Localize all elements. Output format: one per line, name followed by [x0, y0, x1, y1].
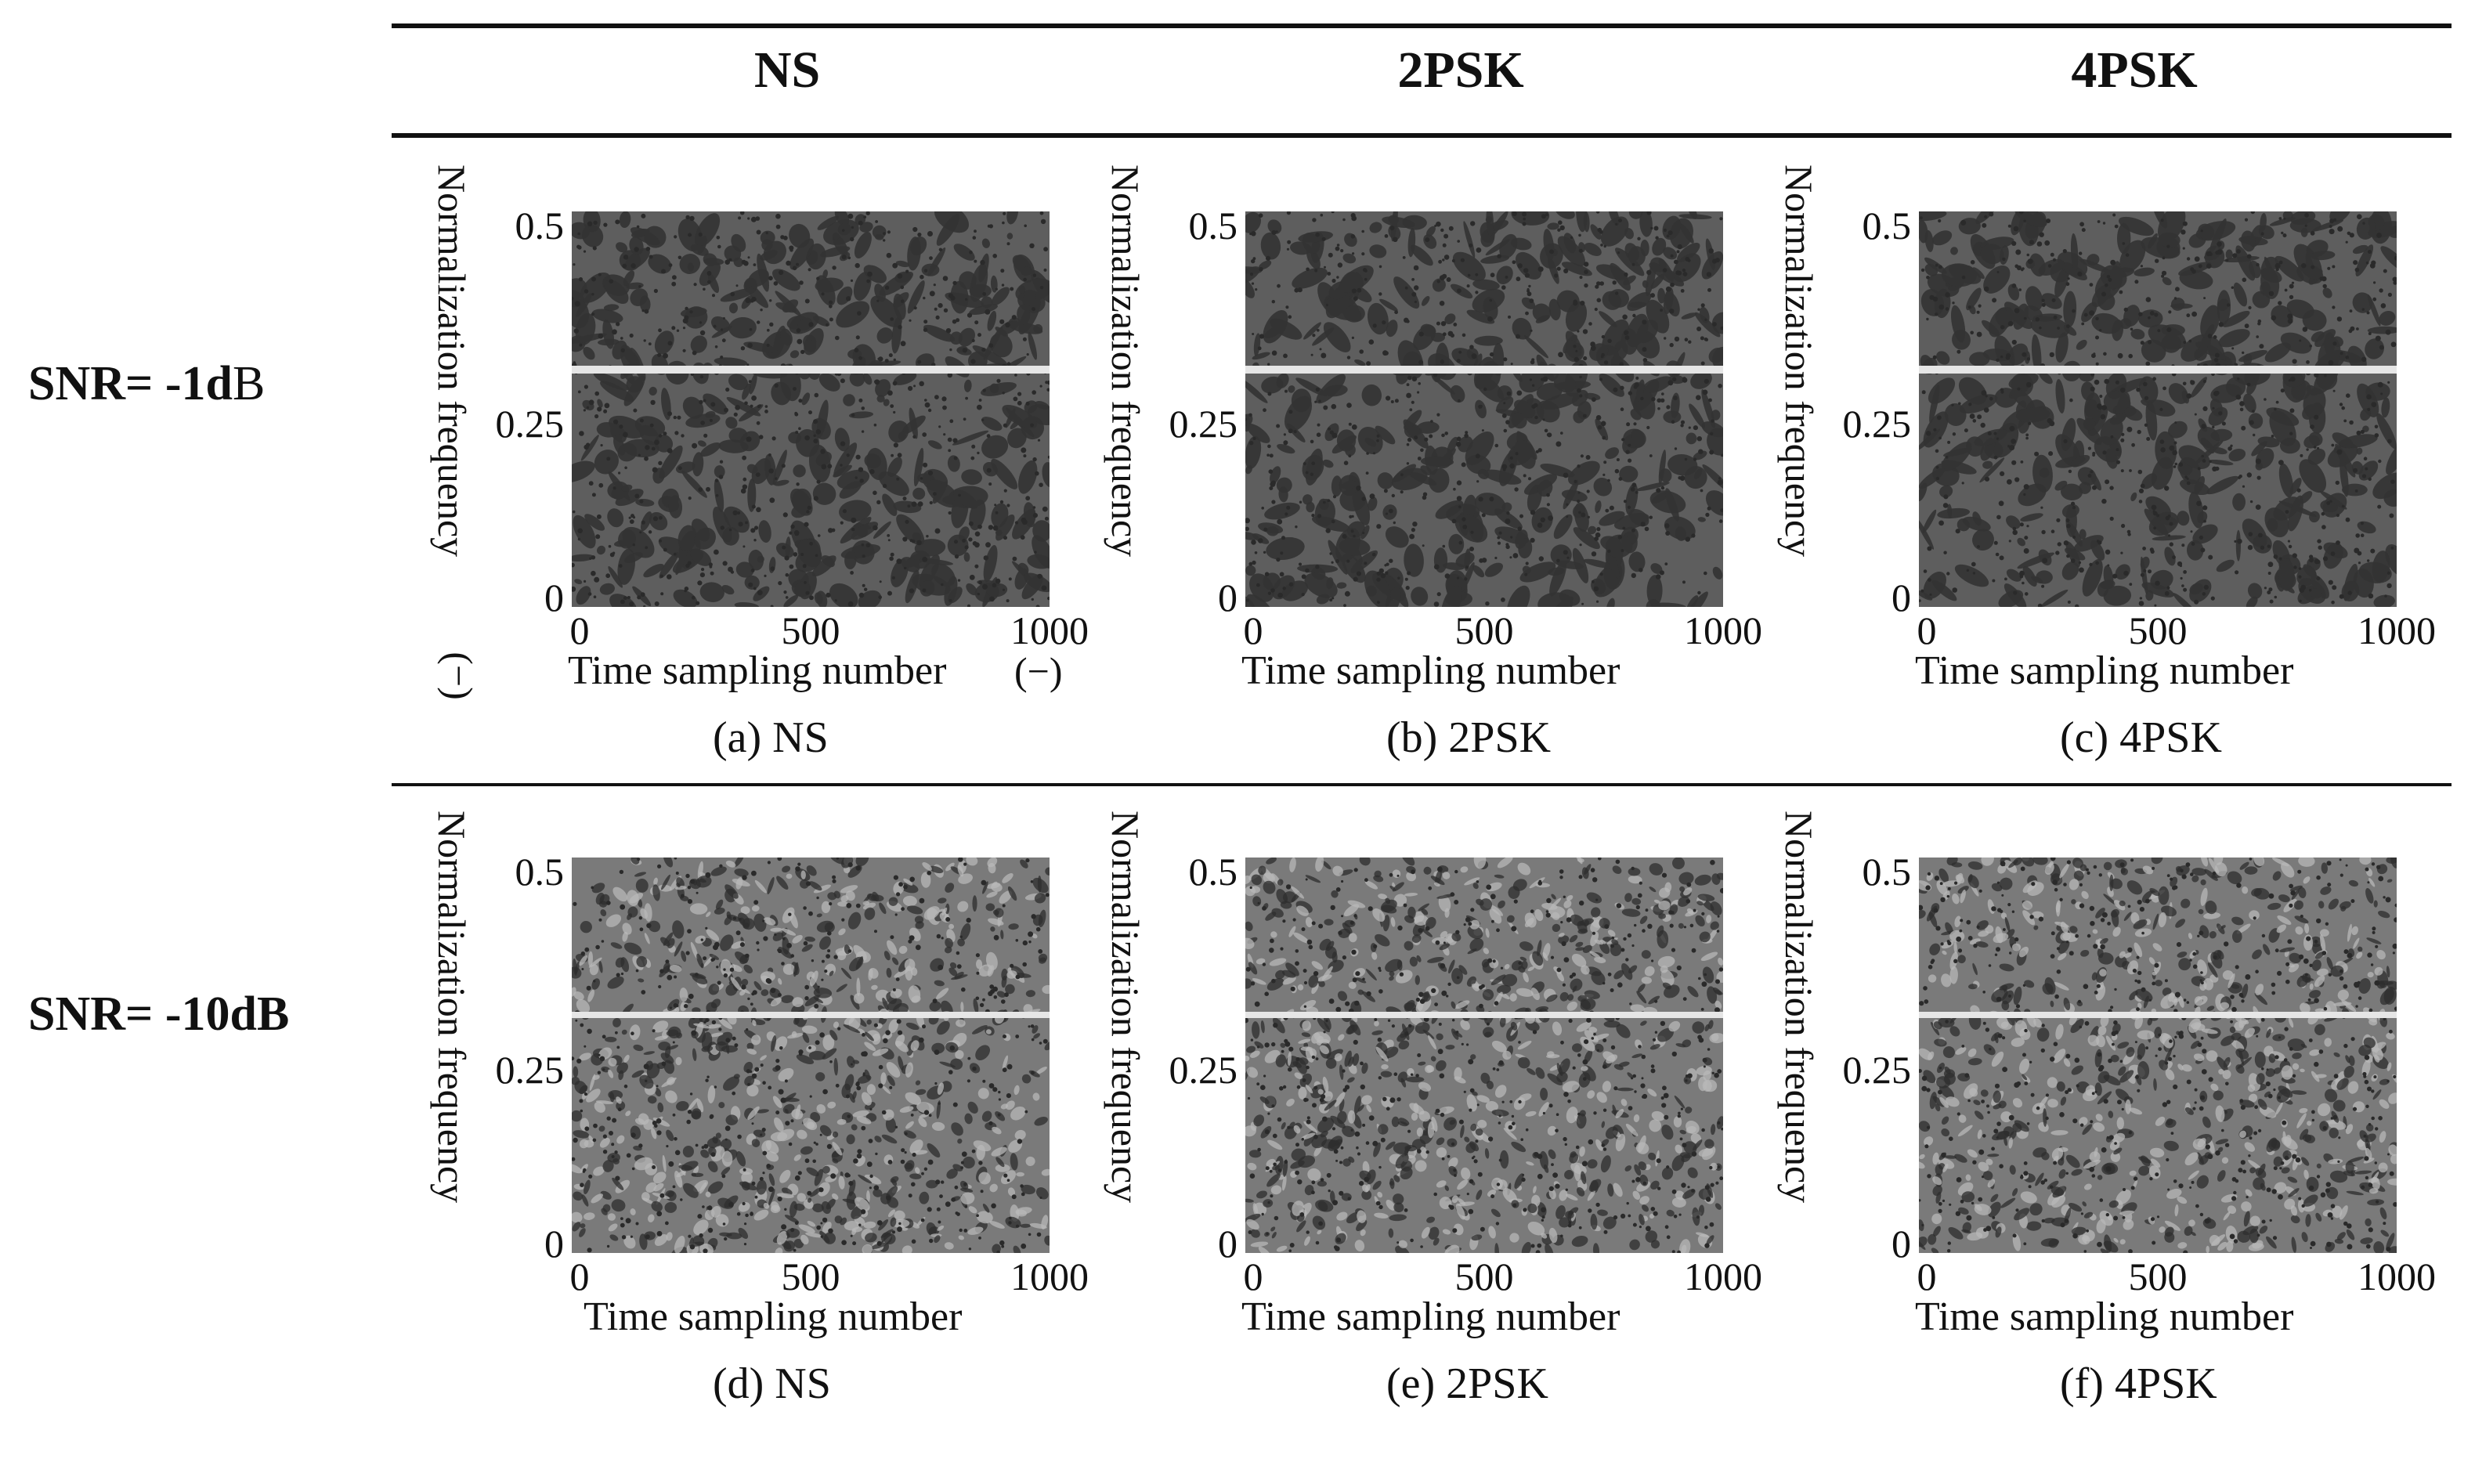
spectrogram-image	[572, 211, 1050, 607]
x-tick-label: 0	[1848, 608, 2005, 652]
signal-frequency-line	[1919, 1012, 2397, 1018]
y-tick-label: 0.25	[478, 402, 564, 446]
row-header-plain: B	[233, 357, 265, 410]
x-axis-label: Time sampling number	[584, 1294, 962, 1341]
y-tick-label: 0.25	[1825, 1048, 1911, 1092]
x-axis-label: Time sampling number	[1915, 1294, 2293, 1341]
column-header-2psk: 2PSK	[1343, 39, 1578, 102]
y-tick-label: 0.5	[478, 850, 564, 894]
x-axis-unit: (−)	[1014, 649, 1063, 693]
y-axis-label: Normalization frequency	[425, 164, 479, 650]
x-axis-label: Time sampling number	[1241, 1294, 1620, 1341]
row-header-snr-10db: SNR= -10dB	[28, 983, 289, 1045]
signal-frequency-line	[1245, 366, 1723, 374]
spectrogram-texture	[1245, 858, 1723, 1253]
panel-caption: (b) 2PSK	[1386, 713, 1551, 763]
panel-caption: (a) NS	[713, 713, 829, 763]
signal-frequency-line	[572, 1012, 1050, 1018]
column-header-ns: NS	[670, 39, 905, 102]
y-tick-label: 0.5	[1151, 204, 1238, 247]
y-axis-unit: (−)	[437, 652, 481, 700]
spectrogram-image	[1919, 211, 2397, 607]
x-tick-label: 500	[732, 608, 889, 652]
spectrogram-image	[1245, 858, 1723, 1253]
signal-frequency-line	[1919, 366, 2397, 374]
spectrogram-image	[572, 858, 1050, 1253]
x-axis-label: Time sampling number	[1241, 648, 1620, 695]
row-header-bold: SNR= -10dB	[28, 988, 289, 1041]
y-tick-label: 0.5	[1151, 850, 1238, 894]
row-header-bold: SNR= -1d	[28, 357, 233, 410]
y-tick-label: 0.25	[478, 1048, 564, 1092]
signal-frequency-line	[1245, 1012, 1723, 1018]
x-tick-label: 0	[501, 608, 658, 652]
spectrogram-image	[1245, 211, 1723, 607]
spectrogram-texture	[572, 211, 1050, 607]
top-rule	[392, 23, 2452, 28]
spectrogram-texture	[1245, 211, 1723, 607]
y-tick-label: 0.5	[478, 204, 564, 247]
spectrogram-texture	[1919, 211, 2397, 607]
x-tick-label: 1000	[2318, 608, 2475, 652]
y-tick-label: 0.25	[1825, 402, 1911, 446]
x-tick-label: 1000	[2318, 1255, 2475, 1298]
row-header-snr-1db: SNR= -1dB	[28, 352, 265, 415]
x-tick-label: 500	[1406, 1255, 1563, 1298]
spectrogram-texture	[1919, 858, 2397, 1253]
panel-caption: (c) 4PSK	[2060, 713, 2222, 763]
x-tick-label: 500	[732, 1255, 889, 1298]
panel-caption: (d) NS	[713, 1359, 831, 1409]
column-header-4psk: 4PSK	[2017, 39, 2252, 102]
x-tick-label: 0	[1175, 608, 1331, 652]
signal-frequency-line	[572, 366, 1050, 374]
spectrogram-image	[1919, 858, 2397, 1253]
y-tick-label: 0.5	[1825, 204, 1911, 247]
header-rule	[392, 133, 2452, 138]
x-axis-label: Time sampling number	[568, 648, 946, 695]
y-axis-label: Normalization frequency	[1098, 164, 1153, 650]
x-tick-label: 0	[501, 1255, 658, 1298]
y-axis-label: Normalization frequency	[1772, 164, 1826, 650]
y-tick-label: 0.5	[1825, 850, 1911, 894]
x-axis-label: Time sampling number	[1915, 648, 2293, 695]
y-axis-label: Normalization frequency	[1098, 811, 1153, 1296]
x-tick-label: 500	[2079, 608, 2236, 652]
panel-caption: (e) 2PSK	[1386, 1359, 1548, 1409]
y-axis-label: Normalization frequency	[1772, 811, 1826, 1296]
y-tick-label: 0.25	[1151, 402, 1238, 446]
spectrogram-texture	[572, 858, 1050, 1253]
x-tick-label: 0	[1848, 1255, 2005, 1298]
x-tick-label: 0	[1175, 1255, 1331, 1298]
y-tick-label: 0.25	[1151, 1048, 1238, 1092]
x-tick-label: 500	[1406, 608, 1563, 652]
x-tick-label: 500	[2079, 1255, 2236, 1298]
panel-caption: (f) 4PSK	[2060, 1359, 2217, 1409]
y-axis-label: Normalization frequency	[425, 811, 479, 1296]
